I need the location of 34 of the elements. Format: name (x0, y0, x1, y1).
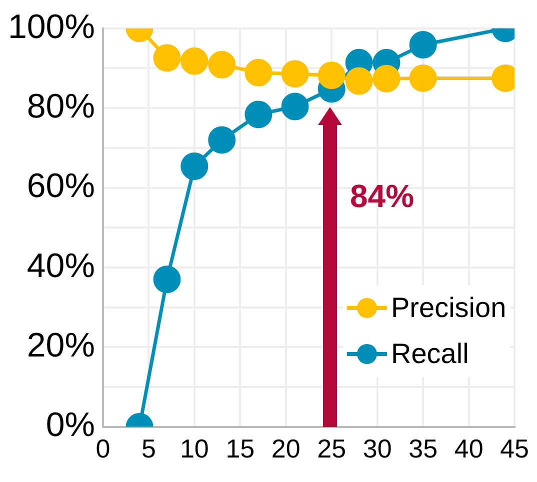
x-tick-label: 35 (408, 434, 438, 464)
point (180, 47, 208, 75)
point (208, 50, 236, 78)
x-tick-label: 45 (500, 434, 529, 464)
x-tick-label: 25 (317, 434, 346, 464)
x-tick-label: 15 (226, 434, 255, 464)
legend-label: Recall (391, 337, 469, 371)
x-tick-label: 0 (96, 434, 110, 464)
x-tick-label: 5 (141, 434, 156, 464)
x-tick-label: 20 (271, 434, 300, 464)
annotation: 84% (350, 178, 414, 215)
point (281, 92, 309, 120)
y-tick-label: 80% (26, 87, 95, 126)
point (180, 152, 208, 180)
point (281, 60, 309, 88)
y-tick-label: 0% (46, 406, 95, 444)
x-tick-label: 10 (180, 434, 209, 464)
y-tick-label: 40% (26, 246, 95, 285)
x-tick-label: 30 (362, 434, 392, 464)
point (372, 64, 400, 92)
point (409, 64, 437, 92)
point (318, 62, 346, 90)
y-tick-label: 100% (8, 8, 95, 46)
y-tick-label: 20% (26, 326, 95, 364)
point (409, 30, 437, 58)
point (153, 266, 181, 294)
point (345, 67, 373, 95)
x-tick-label: 40 (454, 434, 484, 464)
y-tick-label: 60% (26, 167, 95, 206)
point (153, 44, 181, 72)
point (244, 100, 272, 128)
point (208, 126, 236, 154)
point (244, 58, 272, 86)
legend-label: Precision (391, 291, 506, 325)
